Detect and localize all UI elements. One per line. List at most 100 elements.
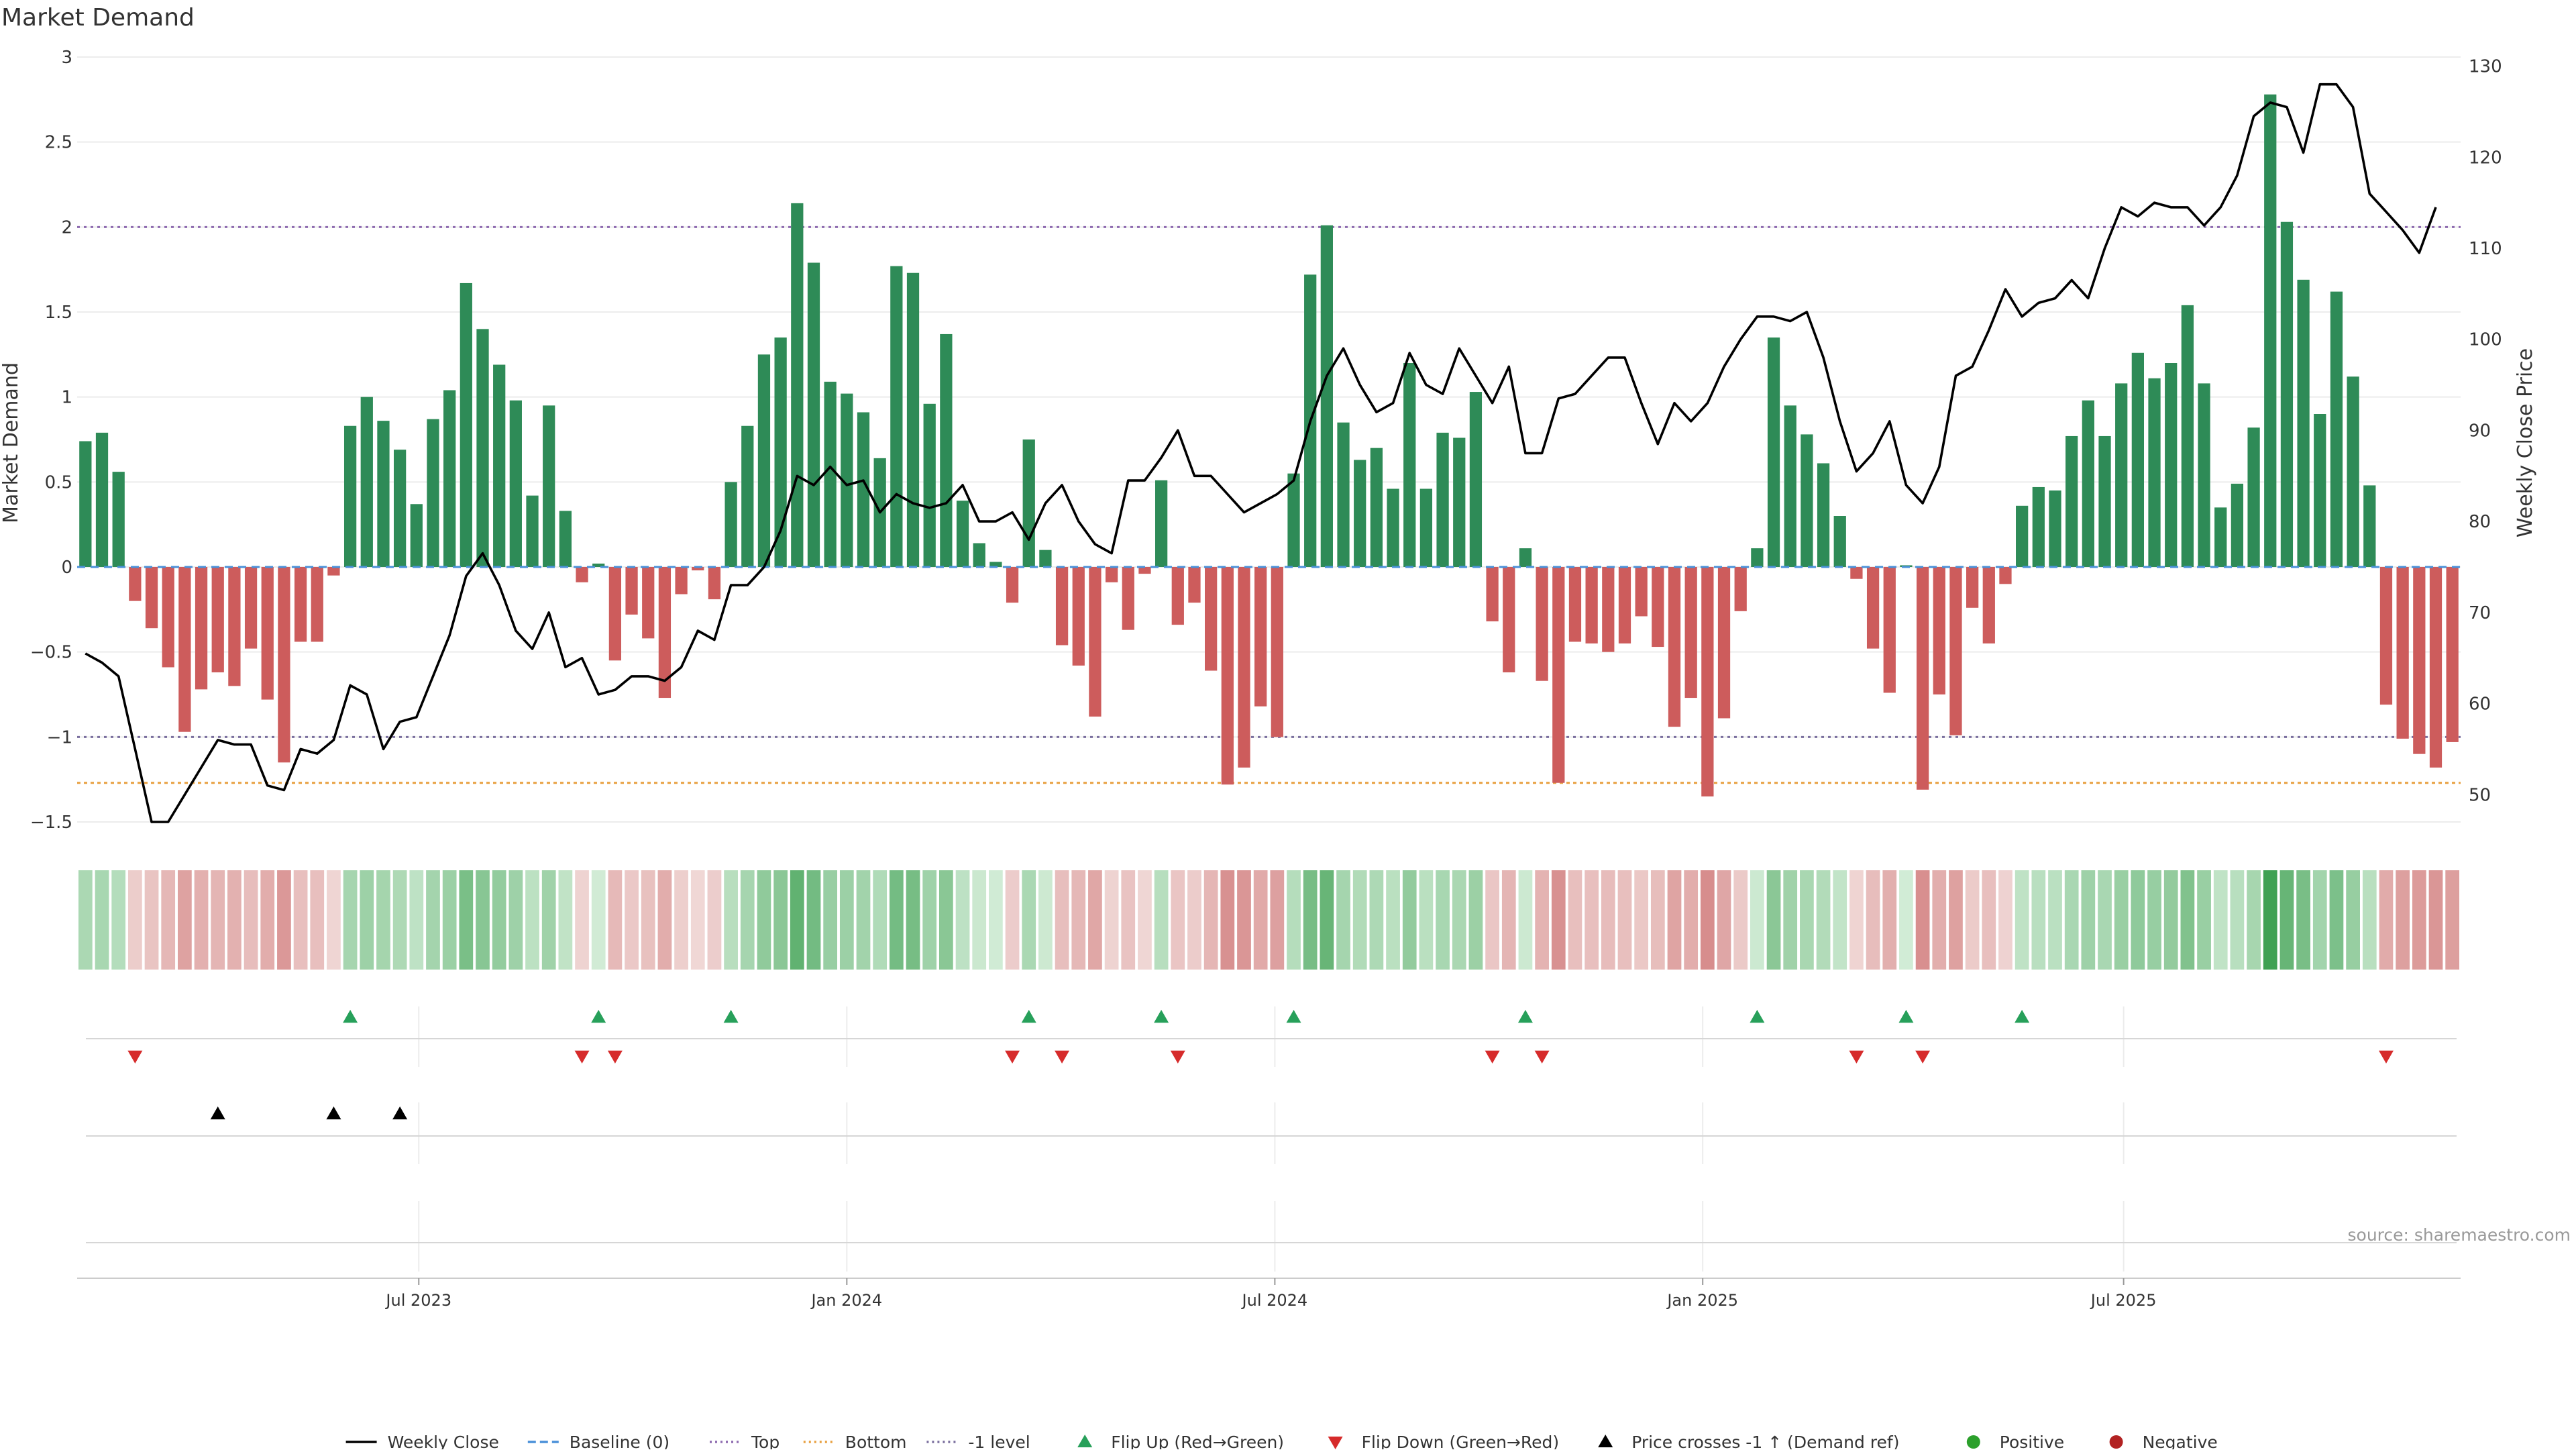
flip-up-marker	[1021, 1010, 1036, 1023]
heat-cell	[2031, 870, 2046, 970]
heat-cell	[1601, 870, 1615, 970]
demand-bar-negative	[311, 567, 323, 642]
demand-bar-positive	[427, 419, 439, 567]
demand-bar-positive	[1039, 550, 1052, 567]
demand-bar-positive	[2264, 94, 2277, 567]
heat-cell	[757, 870, 771, 970]
demand-bar-positive	[2247, 427, 2260, 567]
demand-bar-positive	[1833, 516, 1846, 567]
demand-bar-negative	[1205, 567, 1218, 671]
heat-cell	[2131, 870, 2145, 970]
y-tick-label: 3	[61, 48, 72, 68]
heat-cell	[1585, 870, 1599, 970]
heat-cell	[1402, 870, 1417, 970]
heat-cell	[1866, 870, 1880, 970]
demand-bar-positive	[509, 400, 522, 567]
flip-up-marker	[1154, 1010, 1169, 1023]
x-tick-label: Jul 2023	[384, 1291, 451, 1310]
y-tick-label: −1	[47, 727, 72, 747]
legend-item: Top	[710, 1433, 780, 1452]
heat-cell	[178, 870, 192, 970]
demand-bar-negative	[244, 567, 258, 649]
flip-down-marker	[1485, 1050, 1500, 1064]
heat-cell	[1535, 870, 1549, 970]
demand-bar-negative	[642, 567, 655, 639]
legend-swatch	[1328, 1437, 1343, 1449]
heat-cell	[1386, 870, 1400, 970]
demand-bar-negative	[1568, 567, 1582, 642]
demand-bar-negative	[576, 567, 588, 582]
heat-cell	[376, 870, 390, 970]
demand-bar-negative	[1933, 567, 1945, 694]
demand-bar-negative	[228, 567, 241, 686]
demand-bar-negative	[2396, 567, 2409, 739]
y2-tick-label: 70	[2469, 603, 2491, 623]
demand-bar-negative	[1072, 567, 1085, 666]
heat-cell	[2296, 870, 2310, 970]
demand-bar-positive	[2165, 363, 2178, 567]
heat-cell	[1088, 870, 1102, 970]
demand-bars	[77, 94, 2461, 796]
demand-bar-negative	[327, 567, 340, 576]
legend-label: Weekly Close	[388, 1433, 499, 1449]
legend-item: Weekly Close	[345, 1433, 499, 1452]
demand-bar-positive	[394, 450, 407, 567]
heat-cell	[790, 870, 804, 970]
demand-bar-positive	[493, 364, 506, 567]
heat-cell	[906, 870, 920, 970]
weekly-close-line	[85, 83, 2437, 823]
heat-cell	[558, 870, 573, 970]
demand-bar-positive	[1751, 548, 1764, 567]
heat-cell	[657, 870, 672, 970]
legend-swatch	[2109, 1435, 2123, 1449]
demand-bar-positive	[443, 390, 456, 567]
demand-bar-positive	[1519, 548, 1532, 567]
legend-item: Bottom	[803, 1433, 907, 1452]
demand-bar-negative	[278, 567, 290, 763]
demand-bar-positive	[956, 501, 969, 567]
heat-cell	[939, 870, 953, 970]
demand-bar-positive	[724, 482, 737, 567]
heat-cell	[1468, 870, 1483, 970]
heat-cell	[1352, 870, 1367, 970]
heat-cell	[707, 870, 722, 970]
demand-bar-positive	[2049, 490, 2061, 567]
heat-cell	[2015, 870, 2029, 970]
legend-label: Baseline (0)	[570, 1433, 669, 1449]
heat-cell	[1187, 870, 1201, 970]
demand-bar-negative	[261, 567, 274, 700]
demand-bar-negative	[1701, 567, 1714, 796]
legend-label: -1 level	[968, 1433, 1030, 1449]
demand-bar-positive	[2347, 376, 2359, 567]
demand-bar-positive	[1419, 488, 1433, 567]
heat-cell	[591, 870, 606, 970]
demand-bar-negative	[195, 567, 208, 690]
heat-cell	[2163, 870, 2178, 970]
demand-bar-positive	[2198, 383, 2210, 567]
heat-cell	[806, 870, 821, 970]
legend-label: Top	[751, 1433, 780, 1449]
flip-up-marker	[1286, 1010, 1301, 1023]
heat-cell	[2213, 870, 2228, 970]
demand-bar-positive	[841, 393, 853, 567]
y2-tick-label: 110	[2469, 239, 2502, 259]
flip-up-marker	[1517, 1010, 1533, 1023]
demand-bar-positive	[476, 329, 489, 567]
y2-tick-label: 50	[2469, 785, 2491, 805]
heat-cell	[1452, 870, 1466, 970]
heat-cell	[1932, 870, 1947, 970]
x-tick-label: Jan 2025	[1666, 1291, 1738, 1310]
y-tick-label: −0.5	[30, 643, 72, 663]
heat-cell	[1766, 870, 1781, 970]
price-cross-marker	[392, 1106, 408, 1120]
heat-cell	[1965, 870, 1980, 970]
demand-bar-negative	[1652, 567, 1664, 647]
demand-bar-positive	[741, 425, 754, 567]
demand-bar-positive	[1320, 225, 1333, 567]
heat-cell	[740, 870, 755, 970]
demand-bar-positive	[2082, 400, 2094, 567]
demand-bar-negative	[2413, 567, 2426, 754]
demand-bar-positive	[2131, 352, 2144, 567]
demand-bar-positive	[559, 511, 572, 567]
event-markers	[127, 1010, 2394, 1120]
